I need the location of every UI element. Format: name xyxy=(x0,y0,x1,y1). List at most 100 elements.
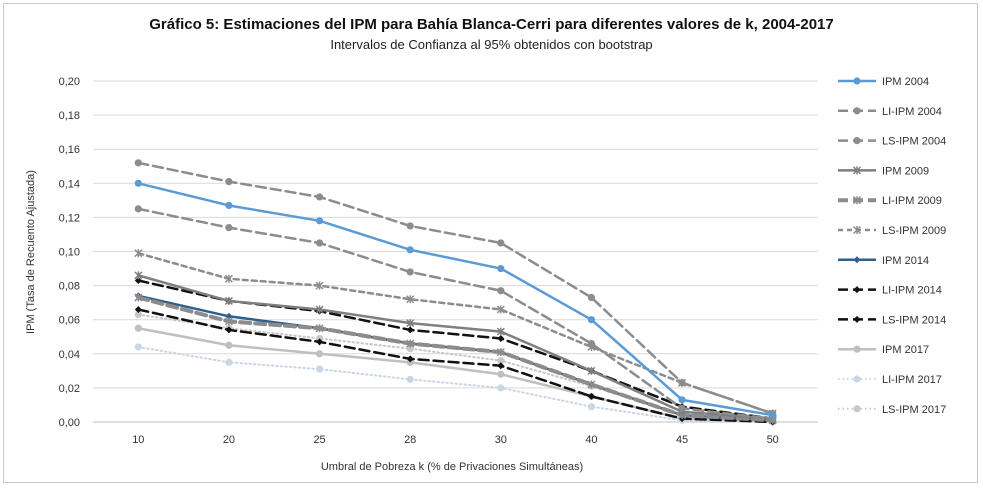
data-point xyxy=(134,179,142,187)
y-tick-label: 0,02 xyxy=(59,383,80,395)
data-point xyxy=(497,264,505,273)
series-0 xyxy=(134,179,777,419)
data-point xyxy=(497,239,505,247)
y-axis-label: IPM (Tasa de Recuento Ajustada) xyxy=(25,170,37,334)
series-1 xyxy=(134,205,777,423)
data-point xyxy=(134,276,142,284)
data-point xyxy=(315,193,324,201)
legend-marker xyxy=(853,256,861,264)
data-point xyxy=(497,384,505,392)
y-tick-label: 0,18 xyxy=(59,110,80,122)
legend-item: LS-IPM 2004 xyxy=(838,136,946,148)
data-point xyxy=(587,366,596,375)
y-tick-label: 0,10 xyxy=(59,247,80,259)
data-point xyxy=(496,305,505,314)
legend-marker xyxy=(853,375,861,383)
data-point xyxy=(134,159,142,167)
series-line xyxy=(137,294,774,422)
data-point xyxy=(225,177,233,186)
data-point xyxy=(587,403,596,411)
y-tick-label: 0,14 xyxy=(59,178,80,190)
x-tick-labels: 10 20 25 28 30 40 45 50 xyxy=(132,434,779,446)
y-tick-label: 0,06 xyxy=(59,315,80,327)
legend-item: IPM 2017 xyxy=(838,344,929,356)
series-line xyxy=(137,313,774,422)
x-tick-label: 28 xyxy=(404,434,416,446)
data-point xyxy=(587,339,596,348)
data-point xyxy=(225,326,233,334)
series-6 xyxy=(134,292,777,424)
data-point xyxy=(225,201,233,210)
series-line xyxy=(137,308,774,424)
series-line xyxy=(137,326,774,424)
x-tick-label: 30 xyxy=(495,434,507,446)
legend-marker xyxy=(853,77,861,85)
data-point xyxy=(224,296,233,305)
grid-lines xyxy=(93,80,818,423)
data-point xyxy=(497,287,505,295)
data-point xyxy=(225,341,233,349)
legend-marker xyxy=(853,405,861,413)
legend-marker xyxy=(852,196,862,205)
legend-marker xyxy=(852,225,862,235)
data-point xyxy=(496,348,505,357)
y-tick-label: 0,00 xyxy=(59,417,80,429)
legend-item: LS-IPM 2014 xyxy=(838,314,946,326)
legend: IPM 2004 LI-IPM 2004 LS-IPM 2004 IPM 2009 LI… xyxy=(838,76,946,416)
data-point xyxy=(406,375,414,383)
legend-marker xyxy=(853,286,861,294)
legend-label: LI-IPM 2009 xyxy=(882,195,942,207)
legend-item: LI-IPM 2017 xyxy=(838,374,942,386)
x-tick-label: 20 xyxy=(223,434,235,446)
legend-item: IPM 2014 xyxy=(838,255,929,267)
legend-item: LI-IPM 2014 xyxy=(838,285,942,297)
chart-frame xyxy=(3,3,978,483)
legend-item: LS-IPM 2009 xyxy=(838,225,946,237)
data-point xyxy=(587,392,595,400)
legend-marker xyxy=(853,107,861,115)
data-point xyxy=(134,249,143,258)
series-line xyxy=(137,274,774,420)
data-point xyxy=(134,293,143,302)
data-point xyxy=(315,239,324,247)
legend-item: IPM 2009 xyxy=(838,165,929,177)
legend-marker xyxy=(853,315,861,323)
legend-label: LS-IPM 2009 xyxy=(882,225,946,237)
data-point xyxy=(406,268,414,276)
legend-marker xyxy=(852,166,862,175)
data-point xyxy=(315,324,324,333)
data-point xyxy=(587,316,596,324)
legend-item: IPM 2004 xyxy=(838,76,929,88)
chart-title: Gráfico 5: Estimaciones del IPM para Bah… xyxy=(149,16,834,33)
legend-item: LS-IPM 2017 xyxy=(838,404,946,416)
x-axis-label: Umbral de Pobreza k (% de Privaciones Si… xyxy=(321,461,583,473)
data-point xyxy=(134,271,143,280)
y-tick-label: 0,04 xyxy=(59,349,80,361)
legend-label: LI-IPM 2014 xyxy=(882,285,942,297)
data-point xyxy=(225,224,233,232)
legend-label: IPM 2014 xyxy=(882,255,929,267)
legend-label: LS-IPM 2014 xyxy=(882,314,946,326)
y-tick-labels: 0,00 0,02 0,04 0,06 0,08 0,10 0,12 0,14 0,16 0,18… xyxy=(59,76,80,429)
y-tick-label: 0,08 xyxy=(59,281,80,293)
legend-label: LI-IPM 2017 xyxy=(882,374,942,386)
legend-label: IPM 2009 xyxy=(882,165,929,177)
legend-label: LS-IPM 2017 xyxy=(882,404,946,416)
data-point xyxy=(225,358,233,366)
x-tick-label: 45 xyxy=(676,434,688,446)
data-point xyxy=(406,319,415,328)
data-point xyxy=(406,222,414,230)
data-point xyxy=(316,338,324,346)
series-line xyxy=(137,251,774,415)
data-point xyxy=(406,295,415,304)
x-tick-label: 40 xyxy=(585,434,597,446)
data-point xyxy=(315,365,324,373)
legend-label: LI-IPM 2004 xyxy=(882,106,942,118)
data-point xyxy=(497,334,505,342)
data-point xyxy=(497,362,505,370)
data-point xyxy=(678,379,686,387)
legend-label: IPM 2017 xyxy=(882,344,929,356)
data-point xyxy=(225,312,233,320)
data-point xyxy=(406,246,414,254)
